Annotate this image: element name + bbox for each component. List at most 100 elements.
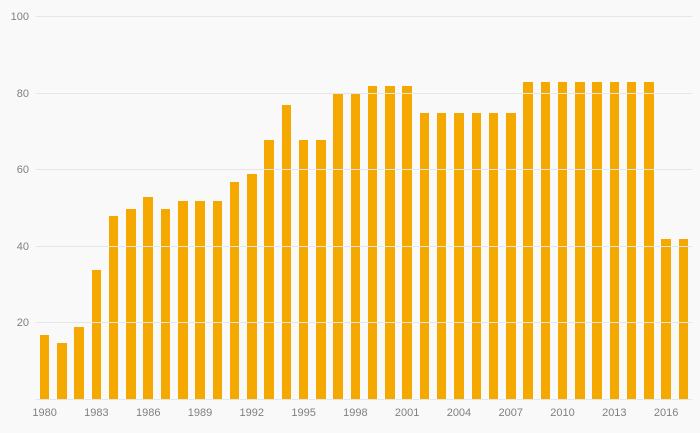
x-axis-tick-label: 1992 [239,407,265,419]
bar-1983[interactable] [91,269,102,400]
bar-slot-2003 [433,17,450,400]
bar-slot-2010 [554,17,571,400]
x-axis-tick-label: 1995 [291,407,316,419]
x-axis-tick-label: 1980 [32,407,57,419]
bar-2000[interactable] [385,85,395,400]
bar-2016[interactable] [661,239,671,400]
bar-2003[interactable] [437,112,447,400]
bar-2005[interactable] [471,112,482,400]
bar-slot-1992 [243,17,260,400]
x-axis-tick-label: 1998 [343,407,368,419]
bar-slot-1998 [347,17,364,400]
x-axis-tick-label: 1986 [135,407,161,419]
bar-slot-1982 [71,17,88,400]
bar-2006[interactable] [488,112,499,400]
bar-slot-1991 [226,17,243,400]
bar-slot-2013 [606,17,623,400]
y-axis-tick-label: 80 [16,87,29,100]
x-axis-tick-label: 1983 [84,407,109,419]
x-axis-tick-label: 2016 [653,407,679,419]
bar-2013[interactable] [609,82,620,400]
bar-1987[interactable] [160,208,171,400]
bar-2014[interactable] [626,82,637,400]
bar-slot-2016 [658,17,675,400]
bar-1990[interactable] [212,200,223,400]
bar-1995[interactable] [298,139,309,400]
gridline-y-0 [36,399,692,400]
bar-slot-1995 [295,17,312,400]
bar-1980[interactable] [39,334,50,400]
bar-slot-2002 [416,17,433,400]
gridline-y-100 [36,16,692,17]
bar-slot-1989 [191,17,208,400]
bar-slot-2000 [381,17,398,400]
bar-1994[interactable] [281,105,292,400]
bar-slot-2008 [519,17,536,400]
bar-1984[interactable] [108,216,119,400]
bar-slot-2004 [450,17,467,400]
y-axis-tick-label: 60 [16,164,29,177]
x-axis-tick-label: 2013 [602,407,627,419]
bar-slot-2005 [468,17,485,400]
bar-slot-1986 [140,17,157,400]
bar-slot-2012 [589,17,606,400]
gridline-y-60 [36,169,692,171]
bar-slot-1990 [209,17,226,400]
bar-2012[interactable] [592,82,602,400]
bar-1996[interactable] [316,139,326,400]
bar-2004[interactable] [454,112,464,400]
bar-1993[interactable] [264,139,274,400]
bar-slot-1993 [260,17,277,400]
bar-slot-1981 [53,17,70,400]
bar-2008[interactable] [523,82,533,400]
bar-slot-2011 [571,17,588,400]
bar-slot-1997 [330,17,347,400]
bar-slot-1985 [122,17,139,400]
gridline-y-80 [36,92,692,94]
bar-slot-1988 [174,17,191,400]
bar-1988[interactable] [178,200,188,400]
bar-slot-2001 [399,17,416,400]
bar-2017[interactable] [678,239,689,400]
bar-slot-2009 [537,17,554,400]
bar-slot-2007 [502,17,519,400]
bar-2011[interactable] [575,82,585,400]
bar-slot-1987 [157,17,174,400]
bar-2007[interactable] [506,112,516,400]
bar-slot-1984 [105,17,122,400]
x-axis-tick-label: 2001 [394,407,420,419]
bar-1989[interactable] [195,200,205,400]
bar-slot-2006 [485,17,502,400]
bar-slot-2015 [640,17,657,400]
bar-1981[interactable] [57,342,67,400]
x-axis-tick-label: 1989 [187,407,213,419]
bar-2010[interactable] [557,82,568,400]
x-axis-tick-label: 2010 [550,407,575,419]
bar-slot-1983 [88,17,105,400]
bar-2015[interactable] [644,82,654,400]
bars-container [36,17,692,400]
bar-slot-1996 [312,17,329,400]
bar-1982[interactable] [74,327,84,400]
gridline-y-40 [36,245,692,247]
bar-2001[interactable] [402,85,412,400]
bar-slot-1980 [36,17,53,400]
bar-1986[interactable] [143,197,153,400]
y-axis-tick-label: 100 [10,11,29,23]
y-axis-tick-label: 20 [16,317,29,330]
bar-slot-2017 [675,17,692,400]
plot-area: 20 40 60 80 100 1980 1983 1986 1989 1992 1995 1998 2… [11,11,692,419]
bar-1991[interactable] [229,181,240,400]
gridline-y-20 [36,322,692,324]
bar-1992[interactable] [247,174,257,400]
bar-2009[interactable] [540,82,551,400]
bar-1999[interactable] [367,85,378,400]
y-axis-tick-label: 40 [16,240,29,253]
bar-1985[interactable] [126,208,136,400]
bar-2002[interactable] [419,112,430,400]
bar-slot-2014 [623,17,640,400]
x-axis-tick-label: 2004 [446,407,472,419]
bar-slot-1994 [278,17,295,400]
x-axis-tick-label: 2007 [498,407,523,419]
